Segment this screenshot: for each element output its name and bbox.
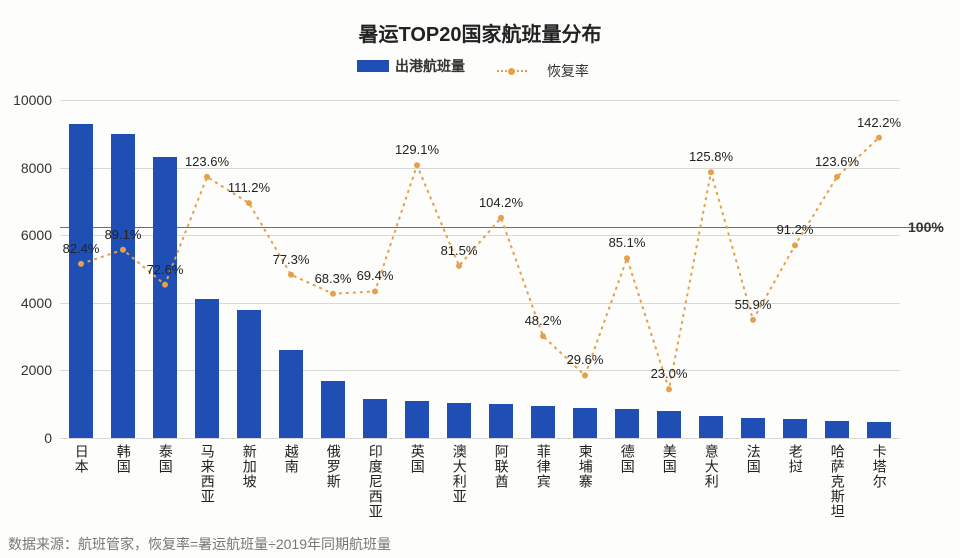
legend-bar: 出港航班量 [357,56,465,76]
x-tick-label: 泰国 [157,444,172,474]
legend-line-label: 恢复率 [547,61,589,81]
x-tick-label: 马来西亚 [199,444,214,504]
line-value-label: 89.1% [105,227,142,242]
x-tick-label: 卡塔尔 [871,444,886,489]
line-marker [372,288,378,294]
y-tick-label: 10000 [13,92,60,108]
line-marker [834,174,840,180]
chart-title: 暑运TOP20国家航班量分布 [0,18,960,47]
x-tick-label: 俄罗斯 [325,444,340,489]
legend: 出港航班量 恢复率 [0,56,960,81]
x-tick-label: 柬埔寨 [577,444,592,489]
x-tick-label: 韩国 [115,444,130,474]
chart-container: 暑运TOP20国家航班量分布 出港航班量 恢复率 0 2000 4000 6000 80… [0,0,960,558]
line-marker [204,174,210,180]
x-tick-label: 新加坡 [241,444,256,489]
x-tick-label: 澳大利亚 [451,444,466,504]
y-tick-label: 4000 [21,295,60,311]
line-marker [540,333,546,339]
line-marker [288,272,294,278]
x-tick-label: 美国 [661,444,676,474]
line-marker [624,255,630,261]
line-value-label: 125.8% [689,149,733,164]
line-marker [666,386,672,392]
line-marker [162,282,168,288]
x-tick-label: 德国 [619,444,634,474]
line-value-label: 69.4% [357,268,394,283]
line-value-label: 104.2% [479,195,523,210]
source-note: 数据来源：航班管家，恢复率=暑运航班量÷2019年同期航班量 [8,534,391,554]
x-tick-label: 哈萨克斯坦 [829,444,844,519]
line-value-label: 91.2% [777,222,814,237]
x-tick-label: 老挝 [787,444,802,474]
y-tick-label: 8000 [21,160,60,176]
reference-line-label: 100% [900,219,944,235]
x-tick-label: 意大利 [703,444,718,489]
line-series [60,100,900,438]
line-value-label: 82.4% [63,241,100,256]
line-value-label: 111.2% [228,180,270,195]
x-tick-label: 阿联酋 [493,444,508,489]
line-value-label: 68.3% [315,271,352,286]
line-value-label: 29.6% [567,352,604,367]
legend-bar-swatch [357,60,389,72]
line-marker [246,200,252,206]
line-marker [876,135,882,141]
legend-line-swatch [497,70,527,72]
recovery-line [81,138,879,390]
x-tick-label: 法国 [745,444,760,474]
line-marker [792,242,798,248]
x-tick-label: 越南 [283,444,298,474]
line-marker [708,169,714,175]
line-marker [78,261,84,267]
x-tick-label: 英国 [409,444,424,474]
line-marker [330,291,336,297]
line-value-label: 81.5% [441,243,478,258]
line-value-label: 142.2% [857,115,901,130]
y-tick-label: 6000 [21,227,60,243]
x-tick-label: 日本 [73,444,88,474]
line-value-label: 129.1% [395,142,439,157]
legend-bar-label: 出港航班量 [395,56,465,76]
line-value-label: 72.6% [147,262,184,277]
line-marker [120,247,126,253]
line-value-label: 123.6% [185,154,229,169]
line-marker [750,317,756,323]
y-tick-label: 0 [44,430,60,446]
line-value-label: 85.1% [609,235,646,250]
x-tick-label: 印度尼西亚 [367,444,382,519]
line-value-label: 77.3% [273,252,310,267]
legend-line: 恢复率 [497,61,603,81]
y-tick-label: 2000 [21,362,60,378]
line-value-label: 23.0% [651,366,688,381]
line-marker [456,263,462,269]
line-value-label: 55.9% [735,297,772,312]
gridline [60,438,900,439]
plot-area: 0200040006000800010000 100% 82.4%89.1%72… [60,100,900,438]
line-value-label: 48.2% [525,313,562,328]
line-value-label: 123.6% [815,154,859,169]
x-tick-label: 菲律宾 [535,444,550,489]
line-marker [414,162,420,168]
line-marker [498,215,504,221]
x-axis-labels: 日本韩国泰国 马来西亚 新加坡 越南 俄罗斯 印度尼西亚 英国 澳大利亚 阿联酋 菲律宾 柬埔寨 德国… [60,444,900,548]
line-marker [582,372,588,378]
